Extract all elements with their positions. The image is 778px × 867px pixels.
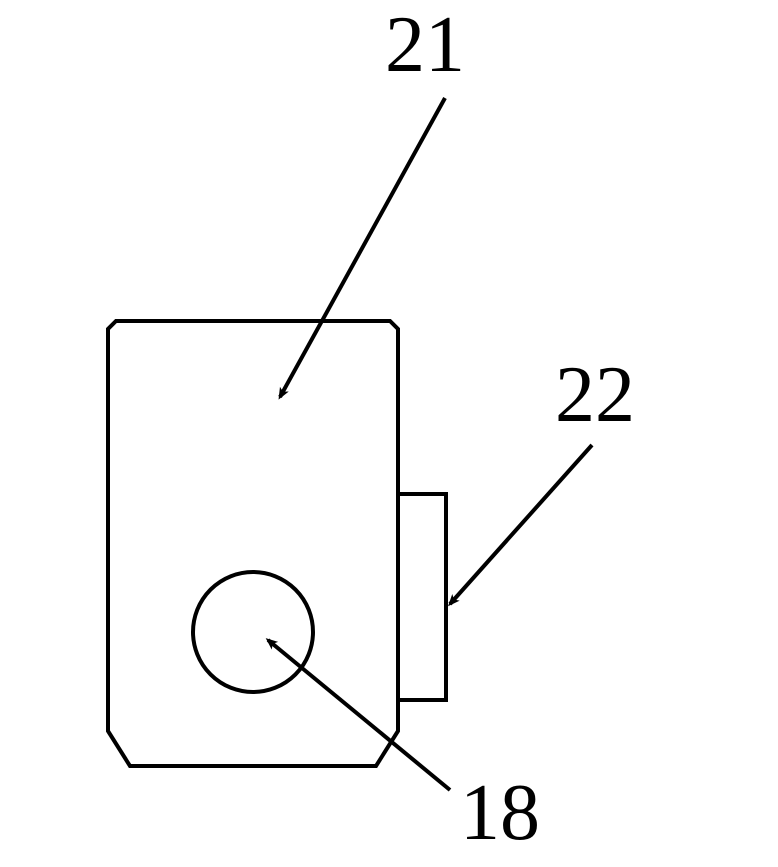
label-handle: 22 bbox=[555, 350, 635, 441]
arrow-to-body bbox=[280, 98, 445, 397]
label-body: 21 bbox=[385, 0, 465, 91]
cup-body bbox=[108, 321, 398, 766]
handle-tab bbox=[398, 494, 446, 700]
hole-circle bbox=[193, 572, 313, 692]
label-hole: 18 bbox=[460, 768, 540, 859]
diagram-container: 21 22 18 bbox=[0, 0, 778, 867]
diagram-svg bbox=[0, 0, 778, 867]
arrow-to-handle bbox=[450, 445, 592, 604]
